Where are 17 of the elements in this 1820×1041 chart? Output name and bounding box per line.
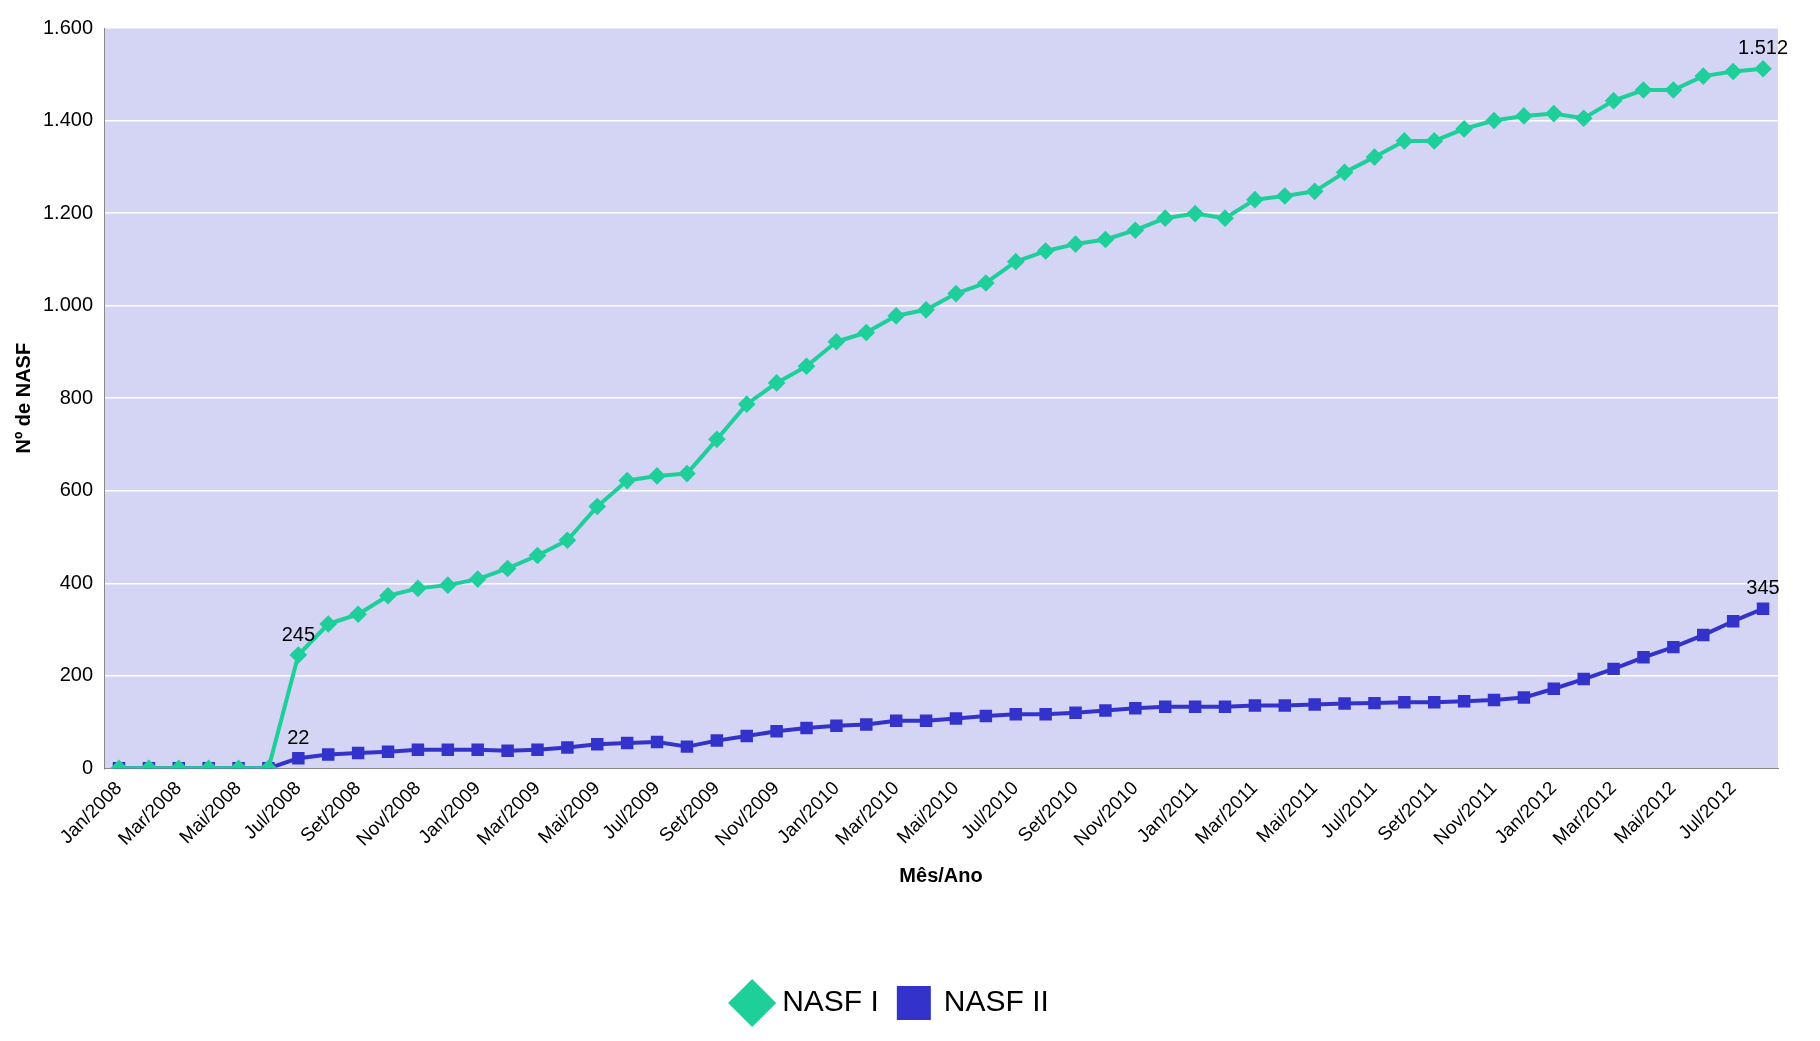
data-label: 245 — [281, 622, 316, 645]
y-tick-label: 1.600 — [42, 15, 94, 38]
data-label: 22 — [287, 725, 310, 748]
y-tick-label: 400 — [59, 570, 94, 593]
y-axis-title: Nº de NASF — [11, 342, 34, 454]
y-tick-label: 200 — [59, 663, 94, 686]
data-label: 345 — [1746, 576, 1780, 599]
legend-label: NASF I — [782, 984, 879, 1018]
y-tick-label: 800 — [59, 385, 94, 408]
data-label: 1.512 — [1738, 36, 1789, 59]
y-tick-label: 600 — [59, 478, 94, 501]
y-tick-label: 1.200 — [42, 200, 94, 223]
x-axis-title: Mês/Ano — [899, 863, 983, 886]
y-tick-label: 0 — [81, 755, 94, 778]
legend-label: NASF II — [943, 984, 1049, 1018]
y-tick-label: 1.000 — [42, 293, 94, 316]
y-tick-label: 1.400 — [42, 108, 94, 131]
